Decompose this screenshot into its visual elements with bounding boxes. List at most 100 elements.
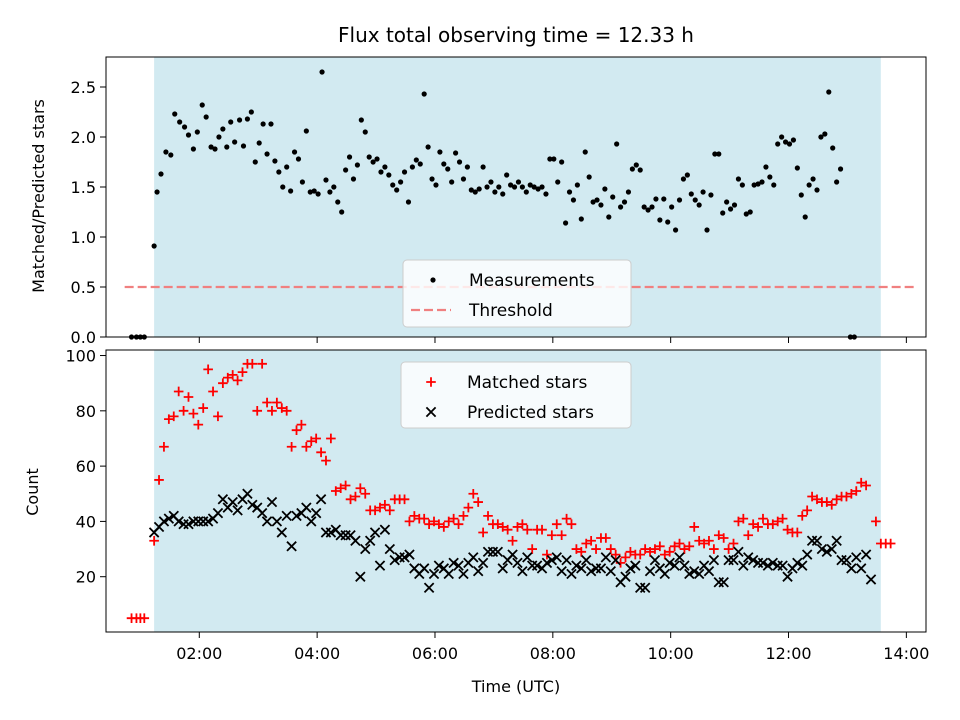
data-point — [610, 194, 616, 200]
data-point — [448, 557, 459, 569]
data-point — [172, 111, 178, 117]
data-point — [151, 243, 157, 249]
data-point — [394, 187, 400, 193]
data-point — [453, 519, 464, 529]
data-point — [688, 191, 694, 197]
data-point — [199, 102, 205, 108]
data-point — [291, 149, 298, 155]
data-point — [193, 419, 204, 430]
data-point — [519, 184, 525, 190]
data-point — [759, 179, 765, 185]
data-point — [574, 182, 580, 188]
data-point — [511, 184, 518, 190]
data-point — [860, 549, 872, 560]
data-point — [429, 176, 435, 182]
data-point — [476, 186, 482, 192]
data-point — [355, 483, 366, 494]
data-point — [232, 375, 243, 386]
data-point — [747, 209, 753, 215]
data-point — [360, 488, 371, 499]
data-point — [712, 151, 718, 157]
data-point — [700, 189, 706, 195]
data-point — [173, 516, 184, 527]
data-point — [543, 191, 549, 197]
data-point — [493, 519, 503, 529]
data-point — [173, 386, 184, 397]
data-point — [212, 507, 224, 519]
data-point — [779, 134, 785, 140]
data-point — [531, 184, 537, 190]
data-point — [664, 547, 675, 557]
data-point — [346, 154, 353, 160]
data-point — [517, 565, 528, 577]
data-point — [684, 541, 695, 552]
data-point — [738, 560, 749, 571]
x-tick-label: 04:00 — [294, 644, 340, 663]
data-point — [571, 560, 582, 571]
data-point — [248, 109, 254, 115]
data-point — [755, 181, 761, 187]
data-point — [659, 549, 670, 560]
data-point — [360, 543, 371, 555]
data-point — [433, 182, 439, 188]
data-point — [198, 403, 209, 413]
data-point — [822, 497, 832, 507]
data-point — [586, 174, 592, 180]
data-point — [178, 406, 189, 416]
data-point — [139, 613, 150, 623]
data-point — [319, 69, 325, 75]
data-point — [578, 216, 584, 222]
bottom-y-axis-label: Count — [23, 468, 42, 516]
data-point — [571, 544, 582, 554]
data-point — [782, 139, 789, 145]
data-point — [232, 139, 238, 145]
data-point — [188, 408, 199, 419]
y-tick-label: 2.5 — [71, 78, 96, 97]
data-point — [802, 505, 812, 516]
data-point — [655, 541, 665, 552]
data-point — [709, 544, 719, 554]
data-point — [586, 535, 596, 546]
data-point — [637, 167, 643, 173]
data-point — [266, 496, 278, 508]
data-point — [330, 486, 341, 496]
data-point — [354, 162, 361, 168]
data-point — [512, 557, 523, 569]
top-y-axis-label: Matched/Predicted stars — [29, 99, 48, 293]
data-point — [834, 179, 840, 185]
data-point — [620, 571, 631, 582]
data-point — [291, 425, 302, 435]
data-point — [625, 547, 636, 557]
data-point — [236, 117, 243, 123]
data-point — [496, 184, 502, 190]
data-point — [581, 538, 592, 549]
data-point — [617, 204, 624, 210]
data-point — [547, 530, 557, 541]
data-point — [220, 126, 226, 132]
data-point — [792, 527, 803, 538]
data-point — [291, 510, 302, 522]
data-point — [340, 480, 351, 491]
data-point — [566, 189, 573, 195]
data-point — [743, 530, 754, 541]
data-point — [541, 557, 553, 569]
data-point — [478, 527, 488, 538]
data-point — [194, 129, 200, 135]
data-point — [566, 568, 577, 580]
data-point — [580, 554, 592, 566]
data-point — [798, 192, 804, 198]
data-point — [689, 522, 700, 532]
data-point — [362, 129, 368, 135]
data-point — [708, 192, 714, 198]
chart-title: Flux total observing time = 12.33 h — [338, 23, 694, 47]
data-point — [378, 169, 384, 175]
top-panel: 0.0 0.5 1.0 1.5 2.0 2.5 Measurements Threshold — [71, 56, 927, 347]
data-point — [343, 167, 349, 173]
data-point — [830, 145, 836, 151]
data-point — [350, 176, 357, 182]
data-point — [385, 505, 395, 516]
data-point — [645, 547, 655, 557]
data-point — [500, 191, 506, 197]
data-point — [473, 497, 483, 507]
